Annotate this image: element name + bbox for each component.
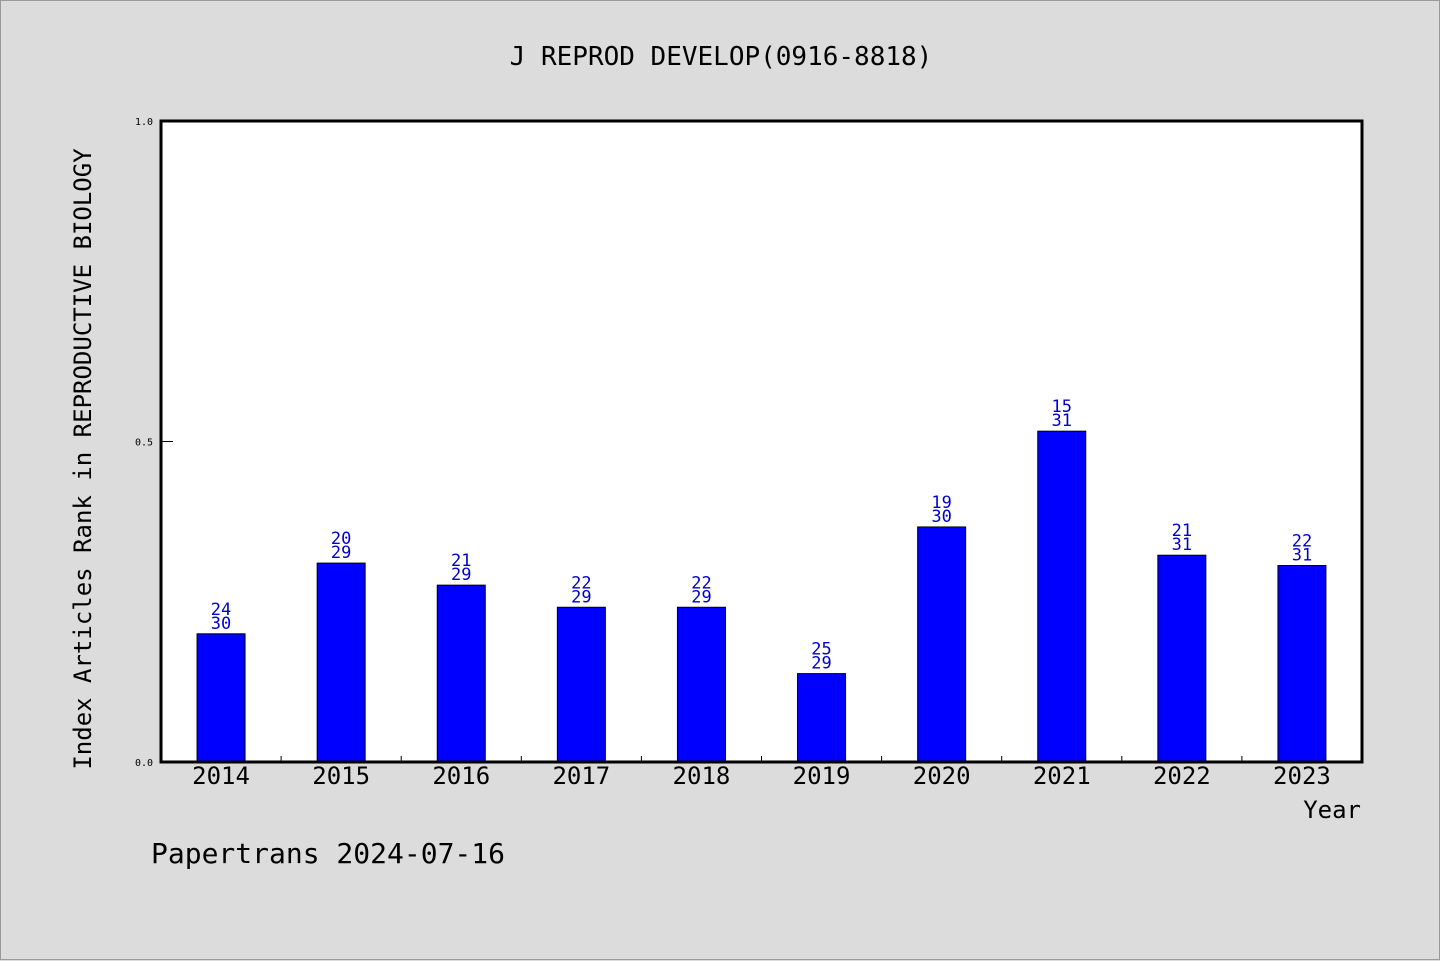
bar-rank-label: 24 <box>211 600 231 620</box>
bars <box>196 430 1327 763</box>
bar-total-label: 30 <box>931 507 951 527</box>
bar-2020 <box>917 526 967 763</box>
plot-border <box>159 119 1364 764</box>
y-tick-label: 0.0 <box>135 758 153 769</box>
bar-total-label: 29 <box>451 565 471 585</box>
x-tick-label: 2018 <box>673 762 731 790</box>
bar-total-label: 29 <box>811 654 831 674</box>
bar-total-label: 31 <box>1052 411 1072 431</box>
bar-rank-label: 21 <box>1172 521 1192 541</box>
bar-rank-label: 15 <box>1052 397 1072 417</box>
bar-2015 <box>316 562 366 763</box>
x-axis-labels: 2014 2015 2016 2017 2018 2019 2020 2021 2022 2023 <box>192 762 1331 790</box>
bar-rank-label: 22 <box>691 573 711 593</box>
y-axis-title: Index Articles Rank in REPRODUCTIVE BIOL… <box>69 148 97 770</box>
x-tick-label: 2015 <box>312 762 370 790</box>
bar-total-label: 31 <box>1292 546 1312 566</box>
bar-2017 <box>556 606 606 763</box>
bar-2022 <box>1157 554 1207 763</box>
x-tick-label: 2023 <box>1273 762 1331 790</box>
x-tick-label: 2020 <box>913 762 971 790</box>
x-tick-label: 2021 <box>1033 762 1091 790</box>
bar-total-label: 30 <box>211 614 231 634</box>
bar-rank-label: 22 <box>571 573 591 593</box>
bar-2023 <box>1277 565 1327 763</box>
x-tick-label: 2014 <box>192 762 250 790</box>
bar-total-label: 31 <box>1172 535 1192 555</box>
bar-total-label: 29 <box>571 587 591 607</box>
chart-title: J REPROD DEVELOP(0916-8818) <box>510 42 933 72</box>
bar-rank-label: 19 <box>931 493 951 513</box>
x-tick-label: 2016 <box>432 762 490 790</box>
bar-rank-label: 25 <box>811 640 831 660</box>
bar-rank-label: 20 <box>331 529 351 549</box>
bar-2016 <box>436 584 486 763</box>
bar-total-label: 29 <box>691 587 711 607</box>
bar-total-label: 29 <box>331 543 351 563</box>
x-tick-label: 2017 <box>552 762 610 790</box>
y-tick-label: 1.0 <box>135 117 153 128</box>
bar-rank-label: 22 <box>1292 532 1312 552</box>
bar-2019 <box>797 673 847 763</box>
y-tick-label: 0.5 <box>135 438 153 449</box>
bar-2014 <box>196 633 246 763</box>
bar-2021 <box>1037 430 1087 763</box>
bar-2018 <box>676 606 726 763</box>
x-tick-label: 2022 <box>1153 762 1211 790</box>
footer-credit: Papertrans 2024-07-16 <box>151 837 505 870</box>
x-axis-title: Year <box>1303 796 1361 824</box>
bar-rank-label: 21 <box>451 551 471 571</box>
x-tick-label: 2019 <box>793 762 851 790</box>
